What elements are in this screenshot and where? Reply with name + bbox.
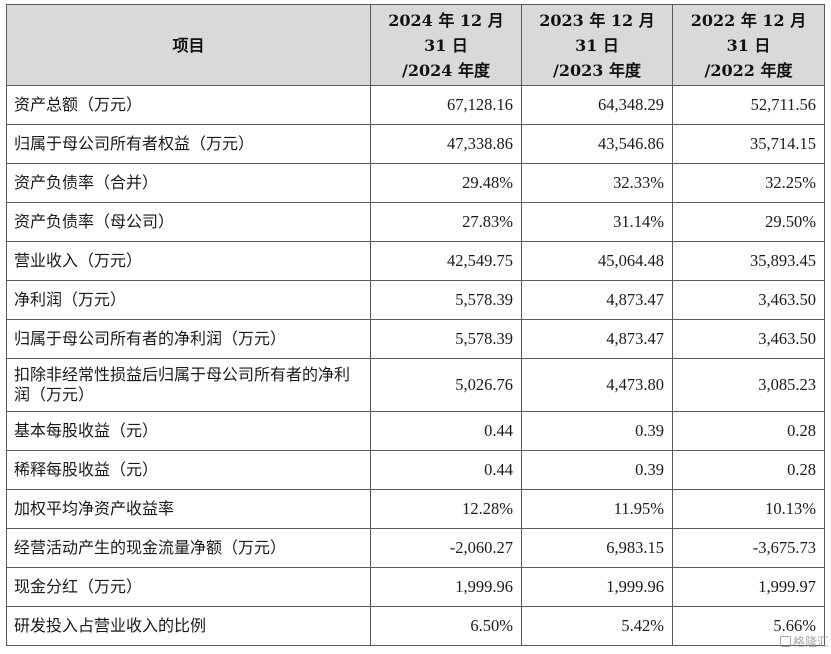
value-2023: 1,999.96 [521,567,673,607]
value-2022: -3,675.73 [672,528,825,568]
header-line: /2024 年度 [402,60,490,80]
value-2024: 12.28% [370,489,522,529]
header-line: 2024 年 12 月 [388,10,504,30]
value-2022: 32.25% [672,163,825,203]
value-2024: 42,549.75 [370,241,522,281]
row-label: 营业收入（万元） [6,241,371,281]
row-label: 稀释每股收益（元） [6,450,371,490]
table-row: 资产负债率（母公司） 27.83% 31.14% 29.50% [6,202,825,242]
watermark-text: 格隆汇 [792,635,829,649]
value-2024: 0.44 [370,411,522,451]
row-label: 归属于母公司所有者权益（万元） [6,124,371,164]
value-2022: 1,999.97 [672,567,825,607]
table-row: 归属于母公司所有者权益（万元） 47,338.86 43,546.86 35,7… [6,124,825,164]
value-2023: 43,546.86 [521,124,673,164]
header-row: 项目 2024 年 12 月 31 日 /2024 年度 2023 年 12 月… [6,4,825,86]
value-2023: 0.39 [521,411,673,451]
header-year-2024: 2024 年 12 月 31 日 /2024 年度 [370,4,522,86]
row-label: 资产负债率（合并） [6,163,371,203]
watermark: 格隆汇 [779,633,829,650]
table-row: 归属于母公司所有者的净利润（万元） 5,578.39 4,873.47 3,46… [6,319,825,359]
value-2024: 1,999.96 [370,567,522,607]
value-2024: 47,338.86 [370,124,522,164]
value-2022: 3,085.23 [672,358,825,412]
value-2023: 31.14% [521,202,673,242]
header-year-2022: 2022 年 12 月 31 日 /2022 年度 [672,4,825,86]
table-row: 资产负债率（合并） 29.48% 32.33% 32.25% [6,163,825,203]
row-label: 现金分红（万元） [6,567,371,607]
row-label: 净利润（万元） [6,280,371,320]
value-2023: 32.33% [521,163,673,203]
value-2023: 4,873.47 [521,280,673,320]
header-line: 2023 年 12 月 [539,10,655,30]
row-label: 扣除非经常性损益后归属于母公司所有者的净利润（万元） [6,358,371,412]
value-2022: 35,893.45 [672,241,825,281]
header-line: 31 日 [424,35,468,55]
row-label: 归属于母公司所有者的净利润（万元） [6,319,371,359]
table-row: 经营活动产生的现金流量净额（万元） -2,060.27 6,983.15 -3,… [6,528,825,568]
value-2024: -2,060.27 [370,528,522,568]
row-label: 资产负债率（母公司） [6,202,371,242]
value-2022: 0.28 [672,411,825,451]
financial-data-table: 项目 2024 年 12 月 31 日 /2024 年度 2023 年 12 月… [6,4,825,646]
value-2024: 5,578.39 [370,280,522,320]
value-2023: 64,348.29 [521,85,673,125]
table-row: 净利润（万元） 5,578.39 4,873.47 3,463.50 [6,280,825,320]
header-year-2023: 2023 年 12 月 31 日 /2023 年度 [521,4,673,86]
value-2024: 29.48% [370,163,522,203]
value-2023: 5.42% [521,606,673,646]
header-line: 2022 年 12 月 [690,10,807,30]
value-2023: 11.95% [521,489,673,529]
row-label: 资产总额（万元） [6,85,371,125]
value-2022: 52,711.56 [672,85,825,125]
header-item: 项目 [6,4,371,86]
value-2022: 29.50% [672,202,825,242]
value-2024: 5,026.76 [370,358,522,412]
table-row: 基本每股收益（元） 0.44 0.39 0.28 [6,411,825,451]
header-item-label: 项目 [172,35,205,55]
table-row: 稀释每股收益（元） 0.44 0.39 0.28 [6,450,825,490]
value-2024: 67,128.16 [370,85,522,125]
value-2023: 4,873.47 [521,319,673,359]
value-2024: 5,578.39 [370,319,522,359]
brand-logo-icon [779,636,791,647]
value-2024: 27.83% [370,202,522,242]
value-2022: 5.66% [672,606,825,646]
value-2023: 0.39 [521,450,673,490]
header-line: /2023 年度 [553,60,641,80]
row-label: 基本每股收益（元） [6,411,371,451]
value-2023: 45,064.48 [521,241,673,281]
table-row: 资产总额（万元） 67,128.16 64,348.29 52,711.56 [6,85,825,125]
value-2022: 3,463.50 [672,319,825,359]
row-label: 加权平均净资产收益率 [6,489,371,529]
header-line: 31 日 [575,35,619,55]
table-row: 研发投入占营业收入的比例 6.50% 5.42% 5.66% [6,606,825,646]
header-line: 31 日 [726,35,771,55]
value-2024: 6.50% [370,606,522,646]
table-row: 加权平均净资产收益率 12.28% 11.95% 10.13% [6,489,825,529]
header-line: /2022 年度 [704,60,793,80]
value-2022: 0.28 [672,450,825,490]
value-2023: 6,983.15 [521,528,673,568]
table-row: 营业收入（万元） 42,549.75 45,064.48 35,893.45 [6,241,825,281]
value-2023: 4,473.80 [521,358,673,412]
value-2022: 10.13% [672,489,825,529]
value-2024: 0.44 [370,450,522,490]
value-2022: 3,463.50 [672,280,825,320]
row-label: 经营活动产生的现金流量净额（万元） [6,528,371,568]
row-label: 研发投入占营业收入的比例 [6,606,371,646]
table-row: 扣除非经常性损益后归属于母公司所有者的净利润（万元） 5,026.76 4,47… [6,358,825,412]
value-2022: 35,714.15 [672,124,825,164]
table-row: 现金分红（万元） 1,999.96 1,999.96 1,999.97 [6,567,825,607]
